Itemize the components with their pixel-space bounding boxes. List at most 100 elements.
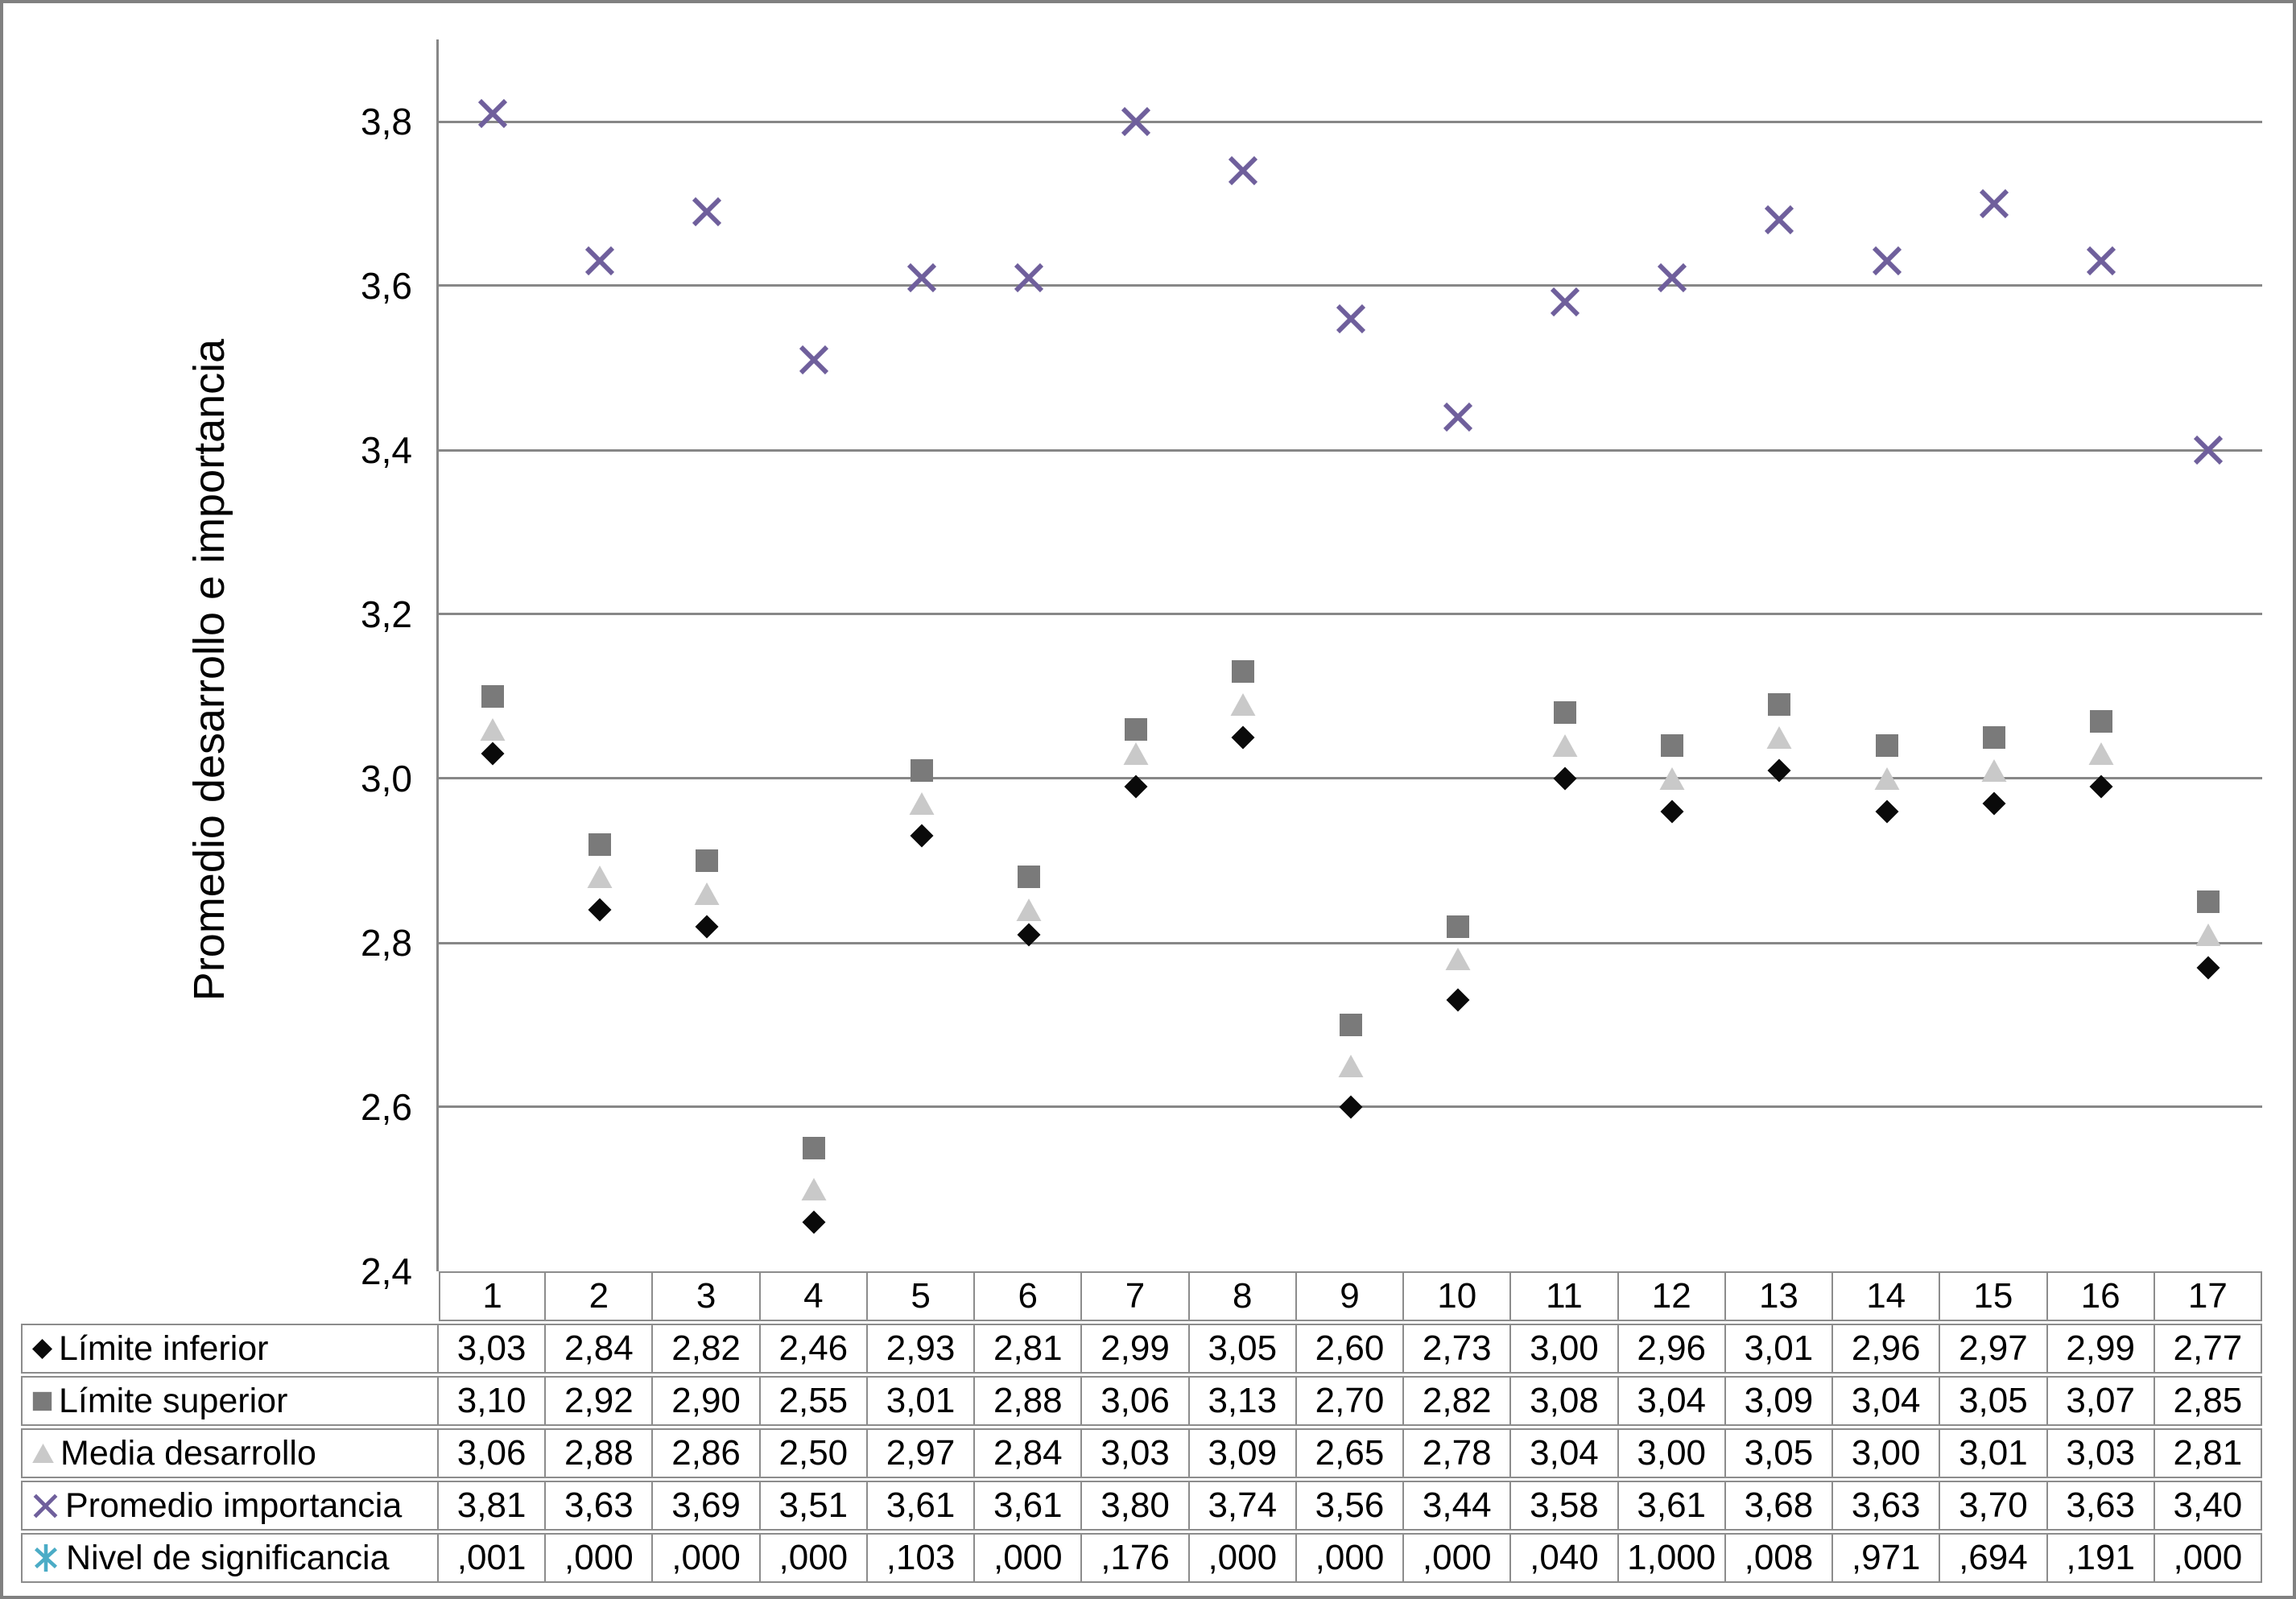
- diamond-marker: [1124, 775, 1148, 799]
- square-marker: [2196, 890, 2220, 914]
- value-cell: ,191: [2047, 1533, 2155, 1583]
- diamond-marker: [1553, 766, 1577, 791]
- series-label: Media desarrollo: [60, 1433, 316, 1473]
- triangle-marker: [1659, 767, 1685, 790]
- table-row: Media desarrollo 3,06 2,88 2,86 2,50 2,97 2,84…: [21, 1428, 2262, 1478]
- y-gridline: [439, 121, 2262, 123]
- value-cell: 3,70: [1940, 1481, 2048, 1531]
- category-header-cell: 9: [1296, 1271, 1405, 1321]
- triangle-marker: [1338, 1055, 1364, 1077]
- triangle-marker: [1552, 734, 1578, 757]
- square-marker: [2089, 709, 2113, 733]
- category-header-cell: 2: [546, 1271, 654, 1321]
- x-marker: [1442, 401, 1474, 433]
- category-header-cell: 12: [1618, 1271, 1726, 1321]
- value-cell: 3,00: [1618, 1428, 1726, 1478]
- value-cell: ,001: [439, 1533, 547, 1583]
- x-marker: [1871, 245, 1903, 277]
- value-cell: ,000: [975, 1533, 1083, 1583]
- diamond-marker: [1982, 791, 2006, 816]
- square-marker: [1446, 915, 1470, 939]
- triangle-marker: [1016, 899, 1042, 921]
- x-marker: [477, 97, 509, 130]
- y-gridline: [439, 777, 2262, 779]
- value-cell: 3,08: [1511, 1376, 1619, 1426]
- value-cell: 3,09: [1725, 1376, 1834, 1426]
- value-cell: 3,06: [1082, 1376, 1190, 1426]
- diamond-marker: [2089, 775, 2113, 799]
- value-cell: 3,06: [439, 1428, 547, 1478]
- x-marker: [2085, 245, 2117, 277]
- value-cell: 2,86: [653, 1428, 761, 1478]
- triangle-marker: [1445, 948, 1471, 970]
- square-marker: [1553, 700, 1577, 725]
- table-row: Nivel de significancia ,001,000,000,000,1…: [21, 1533, 2262, 1583]
- category-header-cell: 10: [1404, 1271, 1512, 1321]
- triangle-marker: [2088, 742, 2114, 765]
- value-cell: 2,65: [1296, 1428, 1405, 1478]
- value-cell: 3,03: [439, 1324, 547, 1374]
- value-cell: 3,61: [975, 1481, 1083, 1531]
- x-marker: [1335, 303, 1367, 335]
- value-cell: 3,63: [1833, 1481, 1941, 1531]
- category-header-cell: 13: [1725, 1271, 1834, 1321]
- value-cell: 2,99: [1082, 1324, 1190, 1374]
- y-tick-label: 3,0: [361, 758, 412, 800]
- category-header-cell: 5: [867, 1271, 976, 1321]
- value-cell: 2,88: [975, 1376, 1083, 1426]
- value-cell: ,000: [2154, 1533, 2262, 1583]
- triangle-marker: [1766, 726, 1792, 749]
- y-tick-label: 3,2: [361, 593, 412, 635]
- category-header-cell: 11: [1511, 1271, 1619, 1321]
- x-marker: [691, 196, 723, 228]
- square-marker: [802, 1136, 826, 1160]
- value-cell: 3,00: [1833, 1428, 1941, 1478]
- square-marker: [910, 758, 934, 783]
- diamond-marker: [695, 915, 719, 939]
- value-cell: 3,63: [546, 1481, 654, 1531]
- series-label: Límite superior: [59, 1381, 288, 1420]
- table-row: Promedio importancia 3,81 3,63 3,69 3,51 3,61…: [21, 1481, 2262, 1531]
- triangle-marker: [2195, 923, 2221, 946]
- square-marker: [695, 849, 719, 873]
- x-marker: [1013, 262, 1045, 294]
- value-cell: 3,03: [2047, 1428, 2155, 1478]
- value-cell: 2,82: [1404, 1376, 1512, 1426]
- diamond-marker: [1875, 800, 1899, 824]
- value-cell: 2,97: [1940, 1324, 2048, 1374]
- value-cell: 3,05: [1189, 1324, 1297, 1374]
- value-cell: ,103: [867, 1533, 976, 1583]
- value-cell: 3,58: [1511, 1481, 1619, 1531]
- x-marker: [1120, 105, 1152, 138]
- value-cell: 3,81: [439, 1481, 547, 1531]
- value-cell: ,971: [1833, 1533, 1941, 1583]
- value-cell: ,008: [1725, 1533, 1834, 1583]
- square-marker: [1982, 725, 2006, 750]
- diamond-marker: [910, 824, 934, 848]
- table-row: Límite superior 3,10 2,92 2,90 2,55 3,01 2,88 3…: [21, 1376, 2262, 1426]
- value-cell: ,000: [1189, 1533, 1297, 1583]
- diamond-marker: [1446, 988, 1470, 1012]
- value-cell: ,000: [1404, 1533, 1512, 1583]
- series-legend-cell: Límite inferior: [21, 1324, 439, 1374]
- value-cell: 3,13: [1189, 1376, 1297, 1426]
- x-marker: [584, 245, 616, 277]
- value-cell: 2,81: [975, 1324, 1083, 1374]
- diamond-marker: [1017, 923, 1041, 947]
- value-cell: 3,69: [653, 1481, 761, 1531]
- series-label: Nivel de significancia: [66, 1538, 390, 1577]
- value-cell: 3,74: [1189, 1481, 1297, 1531]
- value-cell: 3,05: [1940, 1376, 2048, 1426]
- value-cell: 1,000: [1618, 1533, 1726, 1583]
- y-tick-label: 3,6: [361, 265, 412, 307]
- diamond-marker: [1339, 1095, 1363, 1119]
- value-cell: 3,63: [2047, 1481, 2155, 1531]
- x-marker: [1763, 204, 1795, 236]
- value-cell: 2,85: [2154, 1376, 2262, 1426]
- square-marker: [588, 833, 612, 857]
- diamond-icon: [32, 1338, 52, 1359]
- value-cell: 3,07: [2047, 1376, 2155, 1426]
- square-marker: [1875, 733, 1899, 758]
- triangle-marker: [694, 882, 720, 905]
- diamond-marker: [802, 1210, 826, 1234]
